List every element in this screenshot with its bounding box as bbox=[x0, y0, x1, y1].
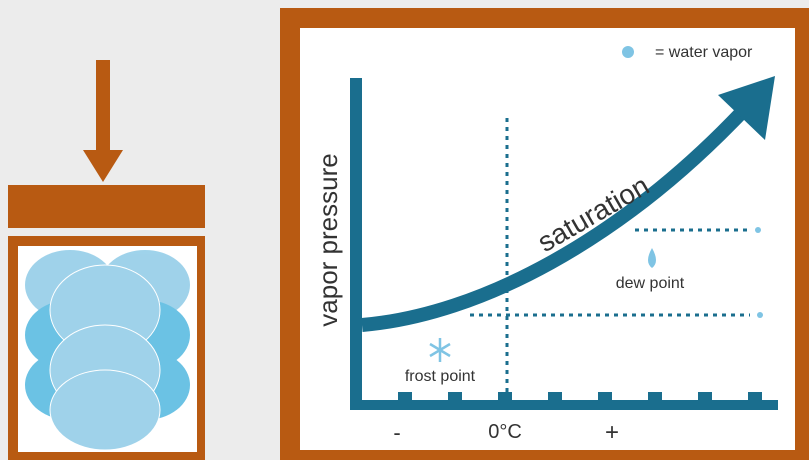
droplet-icon bbox=[648, 248, 656, 268]
axes bbox=[350, 78, 778, 410]
curve-arrow bbox=[718, 76, 775, 140]
vapor-dot bbox=[757, 312, 763, 318]
snowflake-icon bbox=[429, 338, 451, 362]
dew-point: dew point bbox=[616, 275, 685, 292]
x-label: 0°C bbox=[488, 421, 522, 443]
tick bbox=[648, 392, 662, 402]
x-label: - bbox=[393, 420, 400, 445]
vapor bbox=[49, 369, 161, 451]
legend-dot bbox=[622, 46, 634, 58]
arrow-shaft bbox=[96, 60, 110, 152]
piston bbox=[8, 185, 205, 228]
x-axis bbox=[350, 400, 778, 410]
vapor-dot bbox=[755, 227, 761, 233]
tick bbox=[598, 392, 612, 402]
arrow-head bbox=[83, 150, 123, 182]
tick bbox=[448, 392, 462, 402]
vapor-cluster bbox=[25, 250, 190, 451]
x-label: + bbox=[605, 419, 619, 446]
tick bbox=[548, 392, 562, 402]
frost-point: frost point bbox=[405, 368, 476, 385]
guides bbox=[470, 118, 750, 392]
tick bbox=[498, 392, 512, 402]
tick bbox=[748, 392, 762, 402]
tick bbox=[398, 392, 412, 402]
saturation-curve bbox=[361, 107, 748, 332]
tick bbox=[698, 392, 712, 402]
legend: = water vapor bbox=[655, 44, 753, 61]
panel bbox=[300, 28, 795, 450]
axis-label: vapor pressure bbox=[313, 153, 343, 326]
y-axis bbox=[350, 78, 362, 410]
